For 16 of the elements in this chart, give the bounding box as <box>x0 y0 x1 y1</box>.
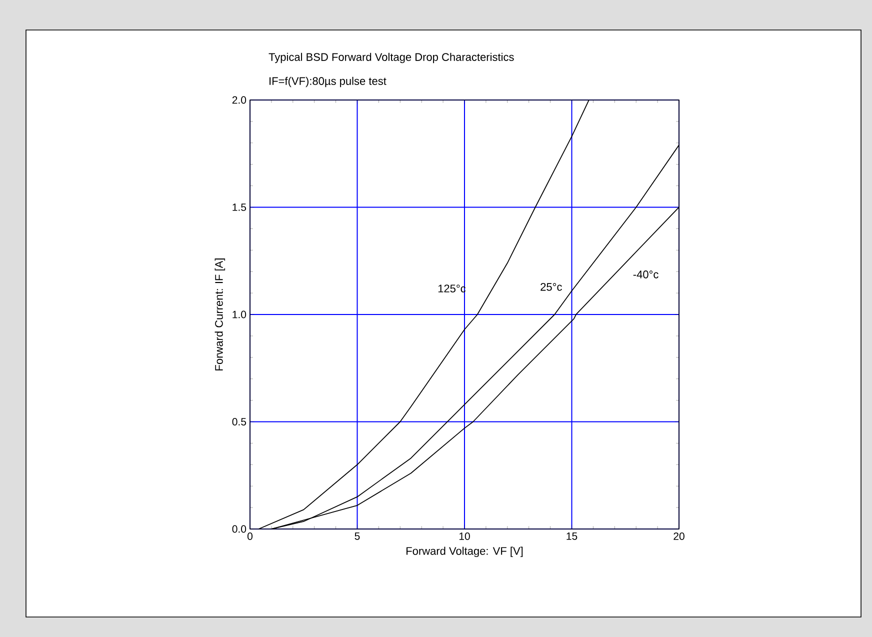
legend-label: -40°c <box>633 270 658 278</box>
chart-title: Typical BSD Forward Voltage Drop Characteristics <box>268 52 514 64</box>
y-axis-title: Forward Current: IF [A] <box>214 258 226 370</box>
series-label: 25°c <box>540 283 562 291</box>
x-tick-label: 0 <box>247 532 253 540</box>
y-tick-label: 2.0 <box>232 96 246 104</box>
y-tick-label: 0.0 <box>232 525 246 533</box>
x-tick-label: 20 <box>674 532 684 540</box>
y-tick-label: 1.0 <box>232 310 246 318</box>
x-tick-label: 5 <box>354 532 360 540</box>
x-tick-label: 10 <box>459 532 470 540</box>
y-tick-label: 1.5 <box>232 204 246 211</box>
chart-subtitle: IF=f(VF):80µs pulse test <box>270 76 386 88</box>
x-axis-title: Forward Voltage: VF [V] <box>406 546 523 558</box>
y-tick-label: 0.5 <box>232 418 246 426</box>
x-tick-label: 15 <box>566 532 578 540</box>
